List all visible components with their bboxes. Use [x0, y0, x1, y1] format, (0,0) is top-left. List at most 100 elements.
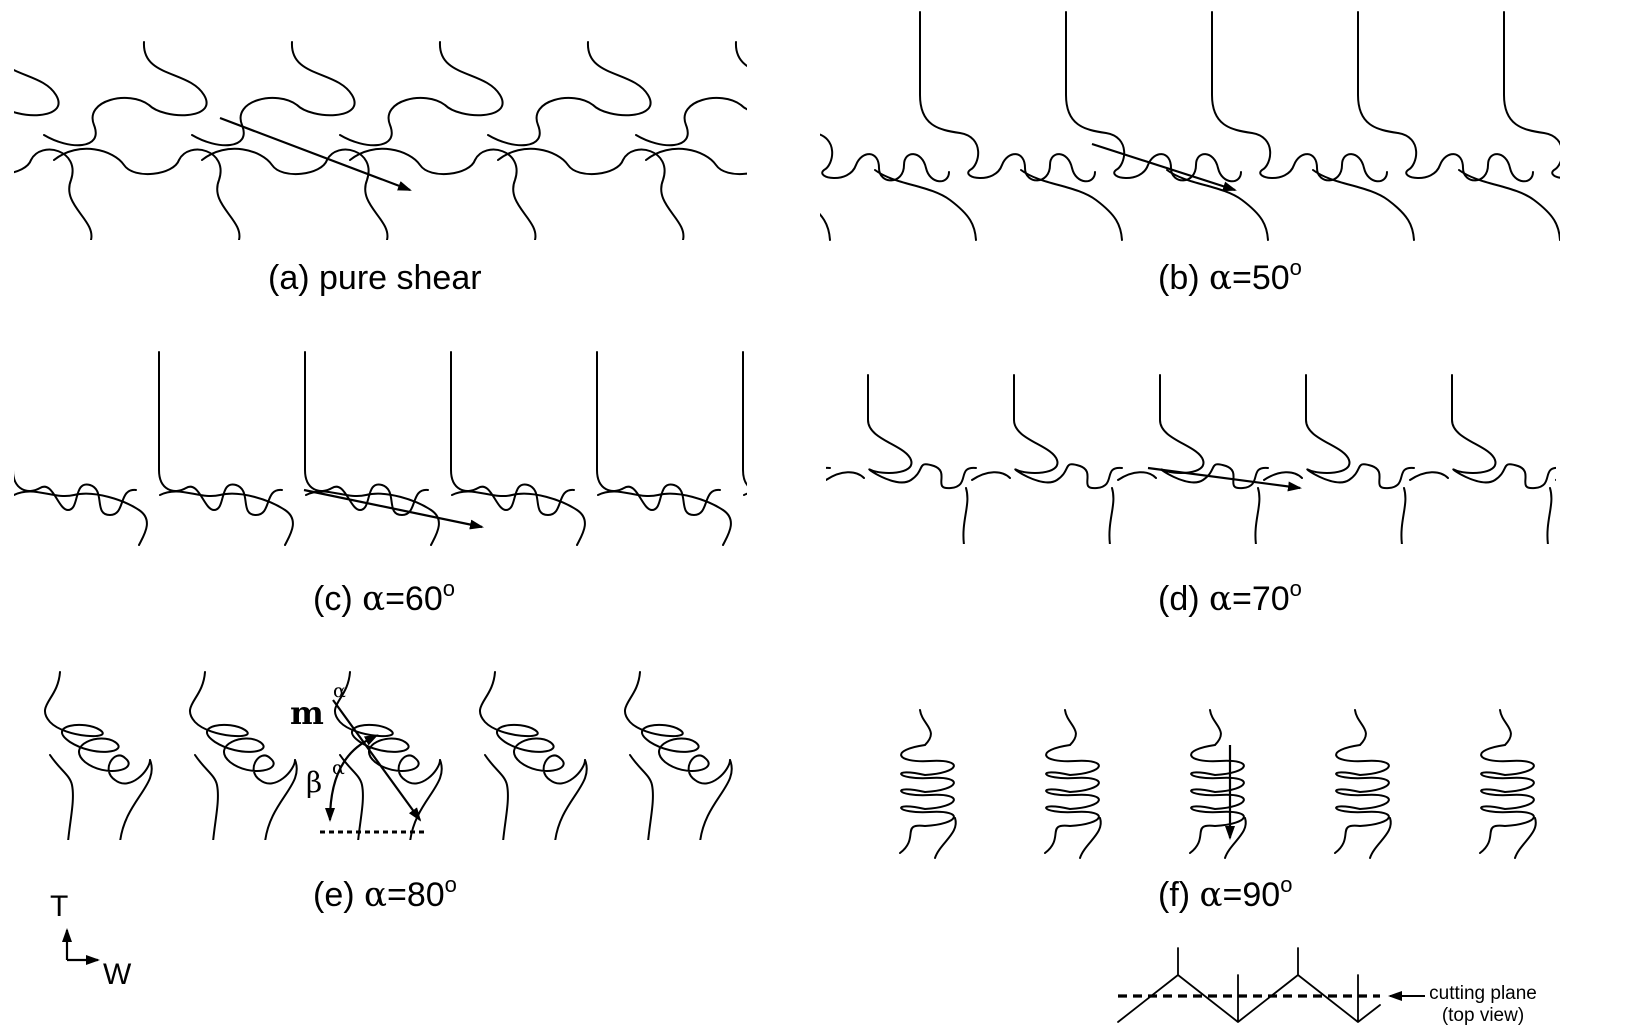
- fiber-f: [1189, 709, 1245, 854]
- fiber-d-tail: [826, 471, 969, 544]
- axis-label-t: T: [50, 890, 69, 923]
- fiber-d: [1159, 374, 1269, 490]
- fiber-d: [826, 466, 831, 470]
- panel-clip-clipD: [680, 374, 1625, 545]
- fiber-f: [1044, 709, 1100, 854]
- fiber-b-tail: [820, 212, 831, 241]
- fiber-b-tail: [874, 169, 977, 241]
- fiber-c-tail: [0, 491, 1, 545]
- fiber-a-lower: [645, 147, 747, 176]
- alpha-symbol: α: [1209, 579, 1232, 619]
- panel-clip-clipC: [0, 351, 747, 546]
- alpha-symbol: α: [1209, 258, 1232, 298]
- fiber-a-upper: [339, 41, 504, 147]
- fiber-c-tail: [305, 490, 440, 546]
- fiber-d: [1013, 374, 1123, 490]
- fiber-e: [188, 671, 296, 785]
- fiber-f: [1334, 709, 1390, 854]
- fiber-e: [333, 671, 441, 785]
- fiber-a-upper: [43, 41, 208, 147]
- fiber-b: [1357, 11, 1534, 183]
- beta-superscript: α: [332, 757, 345, 779]
- fiber-c: [596, 351, 721, 516]
- direction-arrow-d: [1147, 466, 1302, 492]
- fiber-b: [1065, 11, 1242, 183]
- caption-f: (f) α=90o: [1158, 872, 1293, 915]
- caption-e: (e) α=80o: [313, 872, 457, 915]
- fiber-b-tail: [1166, 169, 1269, 241]
- beta-angle-arc: [325, 734, 379, 822]
- fiber-f: [899, 709, 955, 854]
- panel-clip-clipB: [820, 11, 1625, 241]
- zigzag-top-view: [1117, 947, 1381, 1023]
- alpha-symbol: α: [1199, 875, 1223, 915]
- fiber-f-tail: [1224, 817, 1247, 859]
- fiber-f-tail: [1369, 817, 1392, 859]
- fiber-e: [43, 671, 151, 785]
- alpha-symbol: α: [364, 875, 387, 915]
- fiber-a-lower: [53, 147, 241, 240]
- fiber-a-lower: [201, 147, 389, 240]
- fiber-f-tail: [934, 817, 957, 859]
- fiber-f-tail: [1514, 817, 1537, 859]
- fiber-c-tail: [159, 490, 294, 546]
- direction-arrow-a: [219, 116, 412, 192]
- m-vector-label: m: [290, 694, 324, 732]
- fiber-d: [1451, 374, 1556, 490]
- fiber-a-lower: [794, 149, 979, 240]
- fiber-d-tail: [1263, 471, 1407, 544]
- fiber-c: [304, 351, 429, 516]
- caption-b: (b) α=50o: [1158, 255, 1302, 298]
- fiber-b: [1211, 11, 1388, 183]
- fiber-a-upper: [14, 68, 60, 117]
- fiber-e-tail: [194, 754, 298, 840]
- fiber-c: [450, 351, 575, 516]
- caption-a: (a) pure shear: [268, 259, 482, 297]
- fiber-b-tail: [1020, 169, 1123, 241]
- fiber-d-tail: [1117, 471, 1261, 544]
- fiber-d: [1305, 374, 1415, 490]
- panel-clip-clipA: [14, 41, 979, 240]
- fiber-b: [919, 11, 1096, 183]
- fiber-c-tail: [451, 490, 586, 546]
- fiber-e-tail: [49, 754, 153, 840]
- fiber-a-upper: [784, 42, 947, 145]
- fiber-e: [623, 671, 731, 785]
- direction-arrow-b: [1091, 142, 1237, 192]
- fiber-f: [1479, 709, 1535, 854]
- fiber-d-tail: [680, 472, 821, 545]
- fiber-a-upper: [191, 41, 356, 147]
- fiber-a-lower: [497, 147, 685, 240]
- m-superscript: α: [333, 680, 346, 702]
- fiber-d-tail: [1555, 478, 1556, 481]
- fiber-e-tail: [484, 754, 588, 840]
- fiber-a-upper: [635, 41, 747, 147]
- fiber-b: [1503, 11, 1560, 179]
- fiber-d-tail: [971, 471, 1115, 544]
- direction-arrow-c: [303, 488, 484, 530]
- fiber-e-tail: [629, 754, 733, 840]
- fiber-c: [158, 351, 283, 516]
- fiber-d-tail: [1409, 471, 1553, 544]
- fiber-d: [1598, 375, 1625, 488]
- caption-c: (c) α=60o: [313, 576, 455, 619]
- fiber-b-tail: [1605, 170, 1625, 240]
- fiber-d: [867, 374, 977, 490]
- fiber-b-tail: [1312, 169, 1415, 241]
- fiber-a-lower: [349, 147, 537, 240]
- fiber-b: [820, 133, 950, 183]
- fiber-e-tail: [339, 754, 443, 840]
- fiber-a-upper: [487, 41, 652, 147]
- cutting-plane-label: cutting plane (top view): [1429, 983, 1537, 1026]
- fiber-c-tail: [597, 490, 732, 546]
- alpha-symbol: α: [362, 579, 386, 619]
- fiber-a-lower: [14, 148, 93, 240]
- fiber-e: [478, 671, 586, 785]
- fiber-c-tail: [743, 492, 747, 496]
- beta-label: β: [306, 766, 323, 799]
- fiber-c: [14, 352, 137, 516]
- panel-clip-clipF: [899, 709, 1537, 859]
- axis-label-w: W: [103, 958, 132, 991]
